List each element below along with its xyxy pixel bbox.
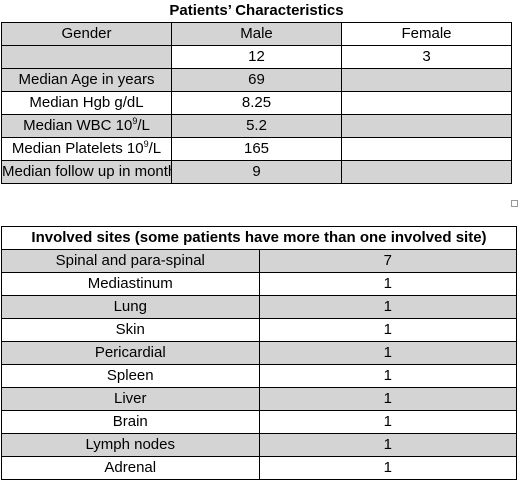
table-row: Median Platelets 109/L 165 xyxy=(1,137,512,161)
male-count: 12 xyxy=(171,45,342,69)
table-row: Pericardial 1 xyxy=(1,341,517,365)
row-value: 69 xyxy=(171,68,342,92)
unit-suffix: /L xyxy=(137,117,150,134)
site-name: Liver xyxy=(1,387,260,411)
table-row: Median follow up in months 9 xyxy=(1,160,512,184)
site-name: Adrenal xyxy=(1,456,260,480)
site-count: 1 xyxy=(258,318,517,342)
female-count: 3 xyxy=(341,45,512,69)
table-row: Adrenal 1 xyxy=(1,456,517,480)
site-name: Pericardial xyxy=(1,341,260,365)
site-count: 1 xyxy=(258,433,517,457)
gender-blank-cell xyxy=(1,45,172,69)
table-row: Mediastinum 1 xyxy=(1,272,517,296)
table1-title: Patients’ Characteristics xyxy=(1,0,512,23)
site-count: 1 xyxy=(258,387,517,411)
site-name: Lung xyxy=(1,295,260,319)
row-empty xyxy=(341,114,512,138)
table-row: 12 3 xyxy=(1,45,512,69)
site-count: 1 xyxy=(258,364,517,388)
row-empty xyxy=(341,160,512,184)
row-value: 8.25 xyxy=(171,91,342,115)
exponent: 9 xyxy=(143,139,149,149)
site-count: 1 xyxy=(258,272,517,296)
site-name: Lymph nodes xyxy=(1,433,260,457)
exponent: 9 xyxy=(132,116,138,126)
table-resize-handle[interactable] xyxy=(511,200,518,207)
unit-suffix: /L xyxy=(148,140,162,157)
male-header: Male xyxy=(171,22,342,46)
table-row: Lung 1 xyxy=(1,295,517,319)
table-row: Liver 1 xyxy=(1,387,517,411)
row-empty xyxy=(341,137,512,161)
table-row: Brain 1 xyxy=(1,410,517,434)
table-row: Median WBC 109/L 5.2 xyxy=(1,114,512,138)
table2-title: Involved sites (some patients have more … xyxy=(1,226,517,250)
site-name: Spinal and para-spinal xyxy=(1,249,260,273)
row-value: 9 xyxy=(171,160,342,184)
female-header: Female xyxy=(341,22,512,46)
table-row: Spinal and para-spinal 7 xyxy=(1,249,517,273)
site-name: Mediastinum xyxy=(1,272,260,296)
site-count: 1 xyxy=(258,341,517,365)
row-label: Median Age in years xyxy=(1,68,172,92)
site-count: 7 xyxy=(258,249,517,273)
site-count: 1 xyxy=(258,295,517,319)
table-row: Gender Male Female xyxy=(1,22,512,46)
site-name: Skin xyxy=(1,318,260,342)
row-label: Median follow up in months xyxy=(1,160,172,184)
table-row: Median Hgb g/dL 8.25 xyxy=(1,91,512,115)
platelets-label: Median Platelets 10 xyxy=(11,140,144,157)
involved-sites-table: Involved sites (some patients have more … xyxy=(1,226,517,480)
row-label: Median Hgb g/dL xyxy=(1,91,172,115)
row-value: 165 xyxy=(171,137,342,161)
site-count: 1 xyxy=(258,456,517,480)
site-name: Brain xyxy=(1,410,260,434)
row-label: Median WBC 109/L xyxy=(1,114,172,138)
table-row: Lymph nodes 1 xyxy=(1,433,517,457)
row-label: Median Platelets 109/L xyxy=(1,137,172,161)
row-empty xyxy=(341,68,512,92)
table-row: Median Age in years 69 xyxy=(1,68,512,92)
table-row: Skin 1 xyxy=(1,318,517,342)
site-name: Spleen xyxy=(1,364,260,388)
row-empty xyxy=(341,91,512,115)
patients-characteristics-table: Patients’ Characteristics Gender Male Fe… xyxy=(1,0,512,184)
row-value: 5.2 xyxy=(171,114,342,138)
wbc-label: Median WBC 10 xyxy=(23,117,133,134)
gender-header: Gender xyxy=(1,22,172,46)
site-count: 1 xyxy=(258,410,517,434)
table-row: Spleen 1 xyxy=(1,364,517,388)
